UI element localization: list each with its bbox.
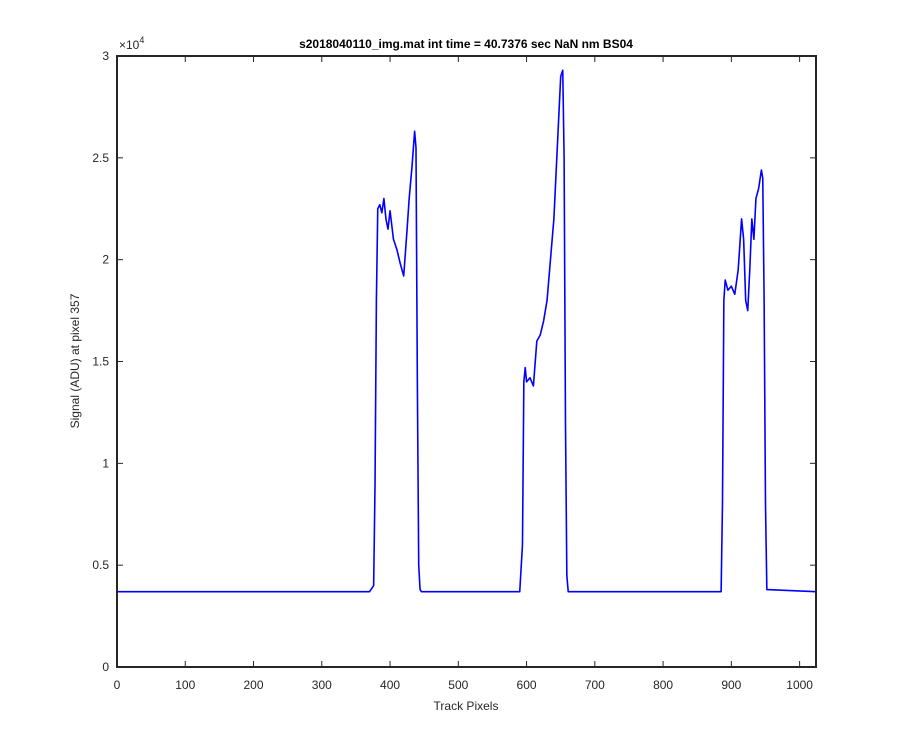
- chart-title: s2018040110_img.mat int time = 40.7376 s…: [299, 37, 633, 51]
- y-exponent-power: 4: [139, 35, 144, 45]
- x-tick-label: 500: [448, 678, 468, 692]
- y-tick-label: 0.5: [92, 558, 109, 572]
- y-tick-label: 1.5: [92, 355, 109, 369]
- x-tick-label: 800: [653, 678, 673, 692]
- y-exponent-base: ×10: [119, 38, 140, 52]
- x-tick-label: 900: [721, 678, 741, 692]
- y-axis-label: Signal (ADU) at pixel 357: [68, 293, 82, 428]
- x-axis-ticks: 0 100 200 300 400 500 600 700 800 900 1000: [114, 56, 813, 692]
- x-tick-label: 200: [244, 678, 264, 692]
- y-tick-label: 1: [102, 456, 109, 470]
- y-axis-ticks: 0 0.5 1 1.5 2 2.5 3: [92, 49, 816, 674]
- line-layer: [117, 69, 817, 593]
- y-tick-label: 2: [102, 253, 109, 267]
- x-tick-label: 700: [585, 678, 605, 692]
- x-axis-label: Track Pixels: [434, 699, 499, 713]
- x-tick-label: 1000: [786, 678, 813, 692]
- x-tick-label: 400: [380, 678, 400, 692]
- y-exponent-label: ×104: [119, 35, 144, 52]
- y-tick-label: 2.5: [92, 151, 109, 165]
- y-tick-label: 0: [102, 660, 109, 674]
- x-tick-label: 300: [312, 678, 332, 692]
- x-tick-label: 600: [517, 678, 537, 692]
- plot-area: [117, 56, 816, 667]
- x-tick-label: 0: [114, 678, 121, 692]
- series-line-0: [117, 69, 817, 593]
- x-tick-label: 100: [175, 678, 195, 692]
- y-tick-label: 3: [102, 49, 109, 63]
